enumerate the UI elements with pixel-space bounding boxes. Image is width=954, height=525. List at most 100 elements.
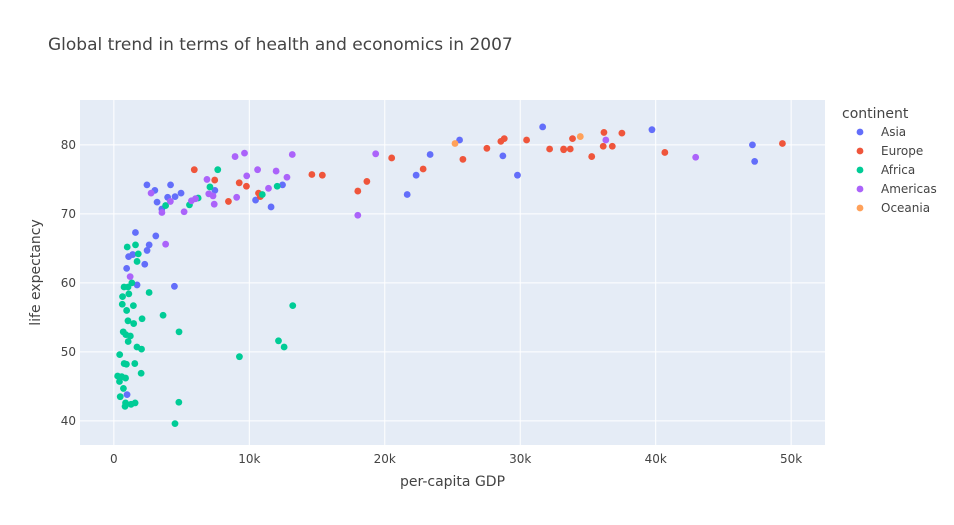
data-point-asia[interactable] bbox=[167, 181, 174, 189]
data-point-americas[interactable] bbox=[158, 209, 166, 216]
data-point-americas[interactable] bbox=[209, 192, 217, 200]
data-point-asia[interactable] bbox=[279, 181, 286, 189]
data-point-asia[interactable] bbox=[211, 186, 219, 194]
data-point-europe[interactable] bbox=[225, 198, 232, 205]
data-point-americas[interactable] bbox=[180, 208, 188, 216]
legend-item-europe[interactable]: Europe bbox=[856, 144, 924, 158]
data-point-africa[interactable] bbox=[134, 250, 142, 258]
data-point-africa[interactable] bbox=[124, 338, 132, 345]
data-point-asia[interactable] bbox=[125, 253, 133, 261]
data-point-africa[interactable] bbox=[123, 360, 130, 368]
data-point-americas[interactable] bbox=[243, 172, 251, 180]
data-point-europe[interactable] bbox=[599, 142, 607, 150]
data-point-africa[interactable] bbox=[133, 343, 141, 351]
data-point-europe[interactable] bbox=[318, 171, 326, 179]
data-point-africa[interactable] bbox=[127, 400, 135, 408]
data-point-oceania[interactable] bbox=[576, 133, 584, 140]
data-point-asia[interactable] bbox=[152, 232, 160, 240]
data-point-europe[interactable] bbox=[661, 149, 669, 156]
data-point-asia[interactable] bbox=[539, 123, 547, 131]
data-point-asia[interactable] bbox=[123, 391, 131, 399]
data-point-asia[interactable] bbox=[132, 229, 139, 236]
data-point-europe[interactable] bbox=[363, 178, 371, 185]
data-point-americas[interactable] bbox=[188, 197, 195, 205]
data-point-asia[interactable] bbox=[252, 196, 259, 204]
data-point-europe[interactable] bbox=[588, 153, 596, 160]
data-point-asia[interactable] bbox=[426, 151, 434, 158]
data-point-asia[interactable] bbox=[171, 282, 178, 290]
data-point-americas[interactable] bbox=[126, 273, 134, 281]
data-point-europe[interactable] bbox=[308, 171, 316, 178]
data-point-africa[interactable] bbox=[116, 393, 124, 401]
data-point-europe[interactable] bbox=[243, 182, 250, 190]
data-point-africa[interactable] bbox=[137, 369, 145, 377]
data-point-asia[interactable] bbox=[403, 191, 411, 198]
legend-item-americas[interactable]: Americas bbox=[856, 182, 937, 196]
data-point-africa[interactable] bbox=[129, 302, 137, 310]
data-point-asia[interactable] bbox=[514, 171, 521, 179]
data-point-europe[interactable] bbox=[546, 145, 554, 153]
data-point-europe[interactable] bbox=[354, 187, 362, 195]
data-point-africa[interactable] bbox=[159, 311, 167, 319]
data-point-europe[interactable] bbox=[419, 165, 427, 173]
data-point-africa[interactable] bbox=[123, 307, 131, 314]
data-point-asia[interactable] bbox=[133, 281, 141, 289]
data-point-africa[interactable] bbox=[133, 258, 141, 265]
data-point-africa[interactable] bbox=[124, 283, 132, 291]
data-point-africa[interactable] bbox=[171, 420, 179, 428]
data-point-europe[interactable] bbox=[779, 140, 786, 147]
legend-item-asia[interactable]: Asia bbox=[856, 125, 907, 139]
data-point-europe[interactable] bbox=[600, 129, 608, 136]
data-point-europe[interactable] bbox=[566, 145, 574, 153]
data-point-americas[interactable] bbox=[241, 149, 248, 157]
data-point-europe[interactable] bbox=[211, 176, 219, 184]
legend-item-oceania[interactable]: Oceania bbox=[856, 201, 930, 215]
data-point-africa[interactable] bbox=[124, 317, 132, 325]
data-point-africa[interactable] bbox=[116, 378, 123, 385]
data-point-asia[interactable] bbox=[145, 241, 153, 249]
data-point-asia[interactable] bbox=[153, 198, 161, 206]
data-point-americas[interactable] bbox=[254, 166, 261, 174]
data-point-asia[interactable] bbox=[499, 152, 507, 160]
data-point-africa[interactable] bbox=[130, 320, 138, 327]
data-point-africa[interactable] bbox=[116, 351, 124, 359]
data-point-africa[interactable] bbox=[120, 385, 127, 392]
data-point-asia[interactable] bbox=[123, 264, 131, 272]
data-point-africa[interactable] bbox=[125, 290, 133, 298]
data-point-americas[interactable] bbox=[162, 240, 170, 248]
data-point-europe[interactable] bbox=[388, 154, 396, 162]
data-point-americas[interactable] bbox=[283, 173, 291, 181]
data-point-asia[interactable] bbox=[143, 181, 151, 189]
data-point-africa[interactable] bbox=[162, 202, 170, 209]
data-point-asia[interactable] bbox=[143, 247, 151, 254]
data-point-americas[interactable] bbox=[692, 153, 700, 161]
data-point-asia[interactable] bbox=[267, 203, 275, 211]
data-point-africa[interactable] bbox=[175, 398, 183, 406]
data-point-africa[interactable] bbox=[118, 300, 126, 308]
data-point-americas[interactable] bbox=[231, 153, 239, 160]
data-point-africa[interactable] bbox=[206, 183, 214, 191]
data-point-americas[interactable] bbox=[602, 136, 610, 144]
data-point-africa[interactable] bbox=[122, 331, 130, 338]
plot-area[interactable] bbox=[80, 100, 825, 445]
data-point-africa[interactable] bbox=[132, 241, 139, 249]
data-point-africa[interactable] bbox=[122, 399, 129, 407]
data-point-europe[interactable] bbox=[190, 166, 198, 174]
data-point-asia[interactable] bbox=[648, 126, 656, 134]
data-point-africa[interactable] bbox=[289, 302, 297, 310]
data-point-americas[interactable] bbox=[166, 198, 174, 205]
data-point-africa[interactable] bbox=[280, 343, 288, 351]
data-point-europe[interactable] bbox=[569, 135, 576, 143]
data-point-asia[interactable] bbox=[412, 171, 420, 179]
data-point-europe[interactable] bbox=[608, 142, 616, 150]
legend-item-africa[interactable]: Africa bbox=[856, 163, 916, 177]
data-point-asia[interactable] bbox=[177, 189, 185, 197]
data-point-africa[interactable] bbox=[119, 293, 126, 301]
data-point-africa[interactable] bbox=[138, 315, 146, 323]
data-point-americas[interactable] bbox=[354, 211, 362, 219]
data-point-europe[interactable] bbox=[560, 145, 568, 153]
data-point-americas[interactable] bbox=[210, 200, 218, 208]
data-point-asia[interactable] bbox=[141, 260, 149, 268]
data-point-europe[interactable] bbox=[500, 135, 508, 143]
data-point-asia[interactable] bbox=[171, 193, 179, 201]
